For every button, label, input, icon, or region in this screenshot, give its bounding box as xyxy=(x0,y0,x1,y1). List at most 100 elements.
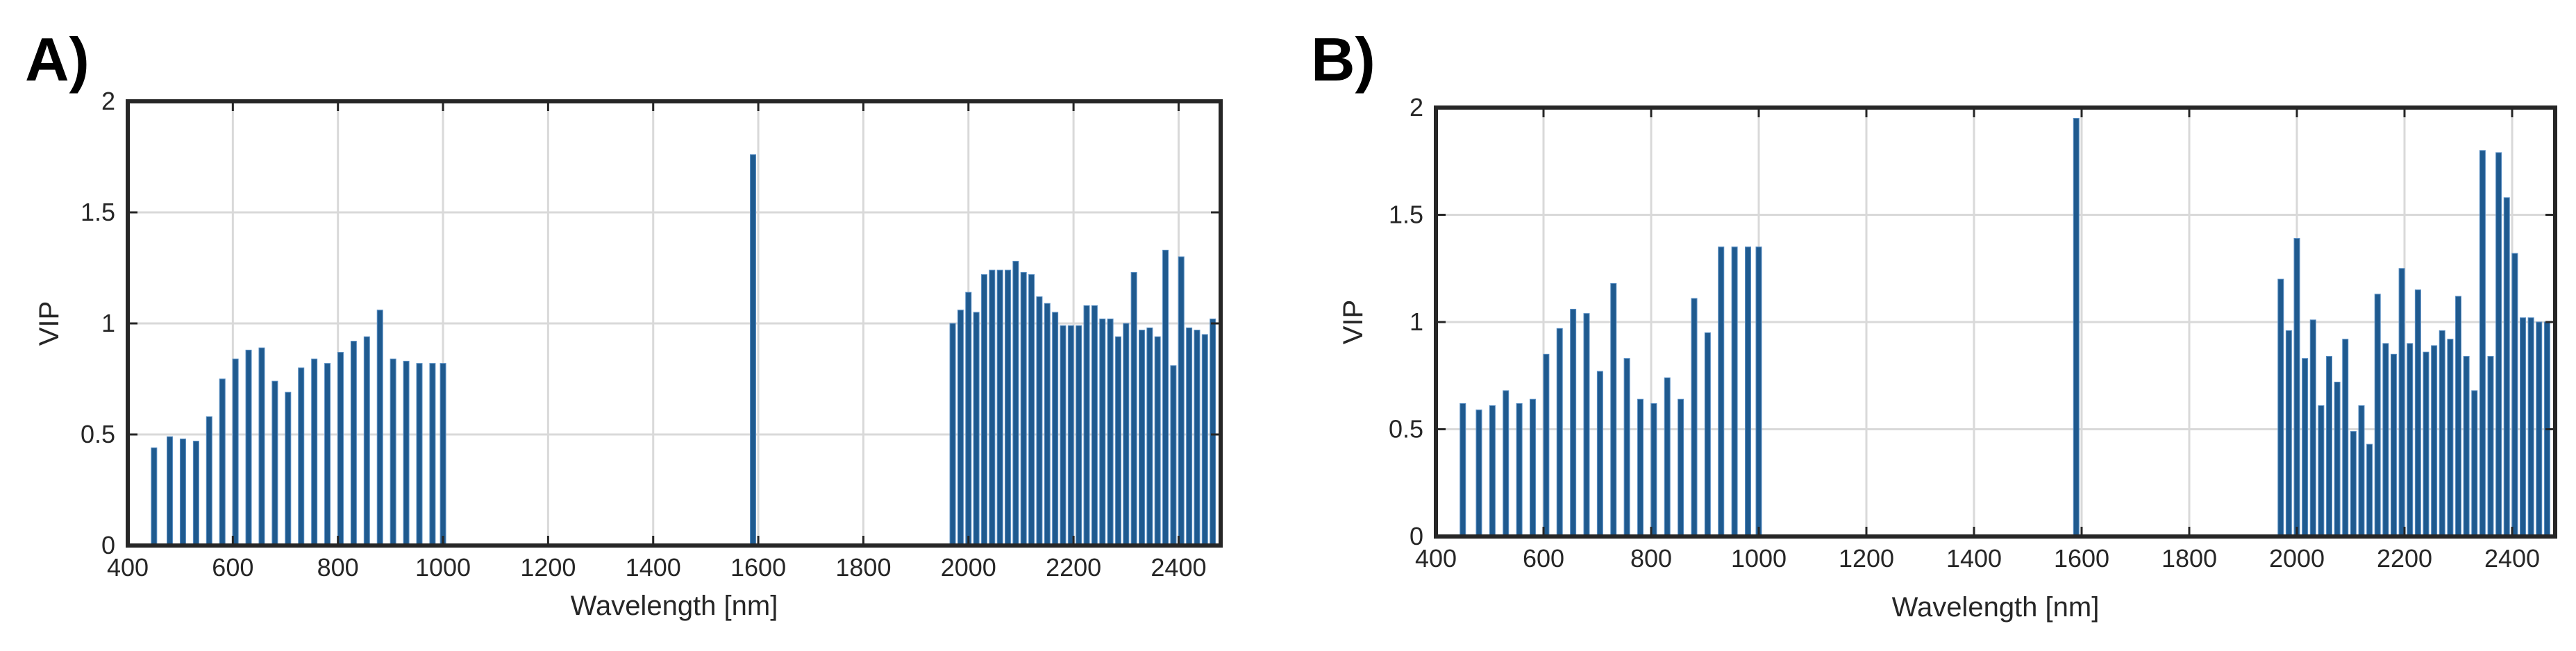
ticks-b xyxy=(1435,106,2555,538)
bar xyxy=(298,367,305,546)
bar xyxy=(1755,246,1762,537)
bar xyxy=(2277,278,2284,537)
bar xyxy=(1556,328,1563,537)
bar xyxy=(2342,339,2349,537)
y-tick-label: 1.5 xyxy=(1389,201,1423,229)
bar xyxy=(1020,271,1027,546)
bar xyxy=(2326,355,2332,537)
bar xyxy=(973,312,980,546)
bar xyxy=(2487,355,2494,537)
bar xyxy=(1130,271,1137,546)
bar xyxy=(2471,390,2478,537)
x-tick-label: 800 xyxy=(1630,544,1672,573)
bar xyxy=(440,363,446,546)
bar xyxy=(2398,268,2405,537)
x-tick-labels-b: 400 600 800 1000 1200 1400 1600 1800 2000 2200 240… xyxy=(1415,544,2540,573)
bar xyxy=(167,436,174,546)
y-tick-label: 0.5 xyxy=(1389,415,1423,443)
bar xyxy=(245,349,252,546)
bar xyxy=(1475,409,1482,537)
bar xyxy=(2366,443,2373,537)
bar xyxy=(750,154,757,546)
bar xyxy=(1036,296,1043,546)
bar xyxy=(2407,343,2414,537)
x-tick-label: 1400 xyxy=(626,553,681,582)
bar xyxy=(2527,317,2534,537)
bar xyxy=(1194,330,1201,546)
bar xyxy=(2318,405,2325,537)
bar xyxy=(2495,152,2502,537)
x-tick-label: 600 xyxy=(1523,544,1564,573)
bar xyxy=(2455,296,2461,537)
x-tick-label: 1800 xyxy=(2161,544,2217,573)
bar xyxy=(2520,317,2526,537)
bar xyxy=(1516,403,1523,537)
bar xyxy=(192,441,199,546)
bar xyxy=(2423,351,2429,537)
bar xyxy=(2334,382,2341,537)
bar xyxy=(1623,358,1630,537)
x-tick-label: 600 xyxy=(212,553,253,582)
bar xyxy=(350,341,357,546)
bar xyxy=(1201,334,1208,546)
ticks-a xyxy=(126,100,1221,547)
bar xyxy=(989,269,996,546)
bar xyxy=(1076,325,1082,546)
bar xyxy=(1664,377,1671,537)
x-tick-label: 1200 xyxy=(520,553,576,582)
bar xyxy=(337,352,344,546)
panel-label-b: B) xyxy=(1311,25,1375,94)
bar xyxy=(1718,246,1725,537)
x-tick-label: 2200 xyxy=(2377,544,2432,573)
bar xyxy=(2414,289,2421,537)
y-tick-label: 0 xyxy=(1410,522,1423,550)
bar xyxy=(1460,403,1466,537)
bar xyxy=(2293,237,2300,537)
y-tick-labels-b: 0 0.5 1 1.5 2 xyxy=(1389,93,1423,550)
bar xyxy=(2382,343,2389,537)
bar xyxy=(1210,319,1216,546)
bar xyxy=(1012,260,1019,546)
bar xyxy=(1107,319,1114,546)
bar xyxy=(2463,355,2470,537)
bar xyxy=(390,358,396,546)
y-tick-label: 2 xyxy=(101,87,115,115)
bar xyxy=(1123,323,1130,546)
bar xyxy=(949,323,956,546)
bar xyxy=(1146,327,1153,546)
y-tick-label: 0 xyxy=(101,531,115,559)
bar xyxy=(1731,246,1738,537)
bar xyxy=(1170,365,1177,546)
x-tick-label: 800 xyxy=(317,553,359,582)
bar xyxy=(2358,405,2365,537)
bar xyxy=(1154,336,1161,546)
x-tick-label: 1400 xyxy=(1946,544,2002,573)
bar xyxy=(1583,313,1590,537)
bar xyxy=(1138,330,1145,546)
x-tick-label: 1800 xyxy=(835,553,891,582)
bar xyxy=(2503,197,2510,537)
bar xyxy=(2350,431,2357,537)
bars-b xyxy=(1460,117,2550,537)
bar xyxy=(285,391,292,546)
bar xyxy=(219,378,226,546)
bar xyxy=(271,380,278,546)
bar xyxy=(1162,249,1169,546)
bar xyxy=(2511,253,2518,537)
bar xyxy=(403,360,410,546)
bar xyxy=(416,363,423,546)
bar xyxy=(232,358,239,546)
y-tick-label: 1 xyxy=(101,309,115,337)
bar xyxy=(1052,312,1059,546)
panel-label-a: A) xyxy=(25,25,90,94)
chart-panel-a: A) 400 600 800 1000 1200 1400 1600 1800 2000 2200… xyxy=(25,25,1223,621)
x-tick-labels-a: 400 600 800 1000 1200 1400 1600 1800 2000 2200 240… xyxy=(107,553,1207,582)
bar xyxy=(2374,294,2381,537)
bar xyxy=(206,416,212,546)
bar xyxy=(2439,330,2445,537)
bar xyxy=(1650,403,1657,537)
bar xyxy=(1005,269,1012,546)
y-axis-label-b: VIP xyxy=(1338,300,1369,344)
x-tick-label: 2400 xyxy=(1151,553,1206,582)
bar xyxy=(1186,327,1193,546)
